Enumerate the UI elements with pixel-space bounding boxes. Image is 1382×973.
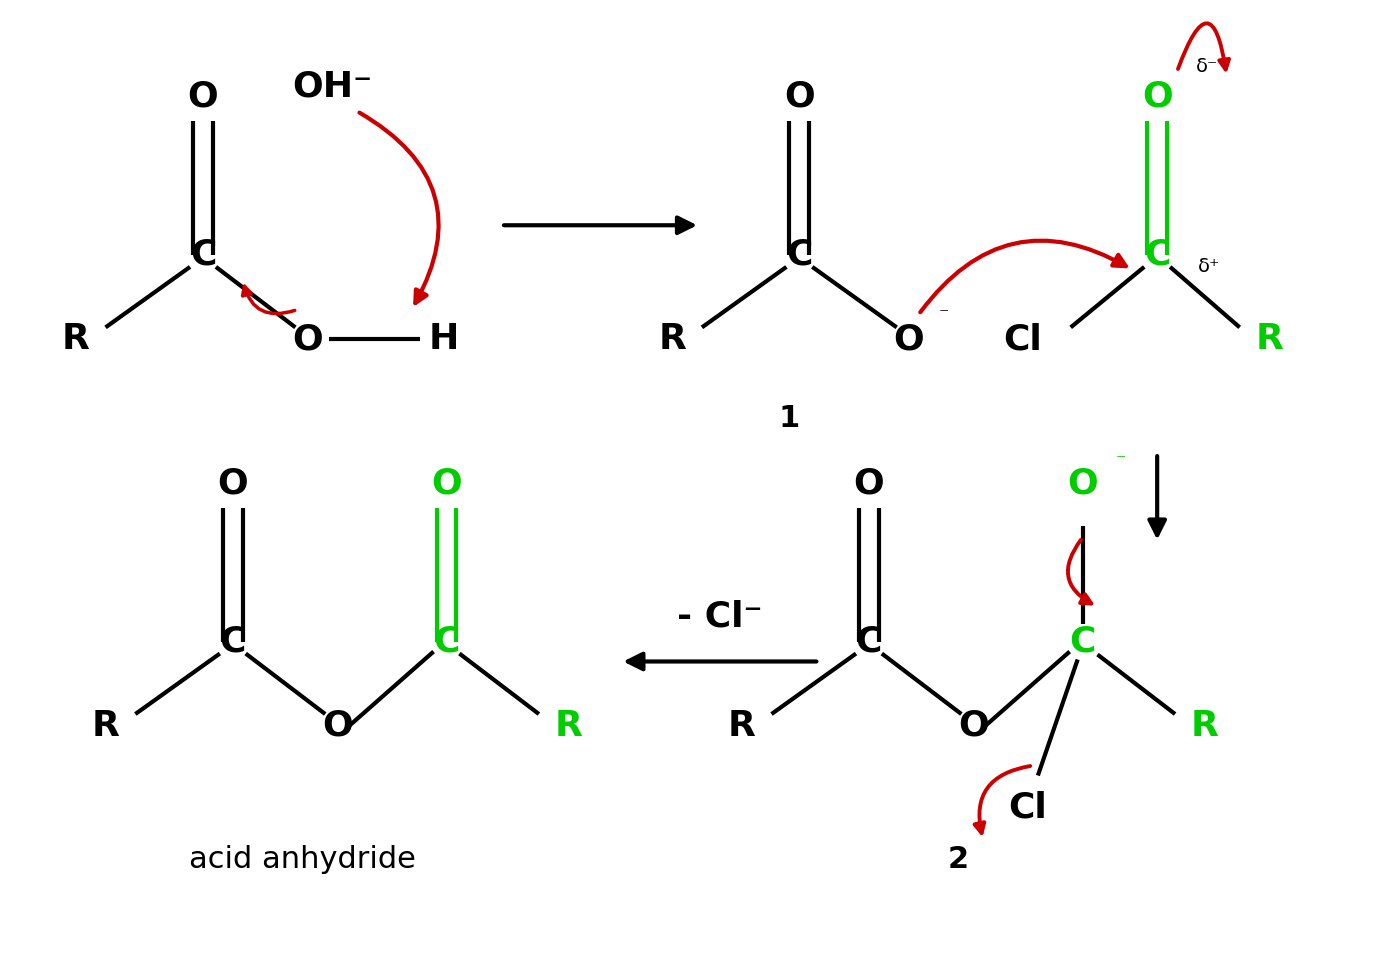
- Text: C: C: [786, 238, 813, 272]
- Text: C: C: [189, 238, 216, 272]
- Text: 1: 1: [779, 404, 800, 433]
- Text: O: O: [292, 322, 323, 356]
- Text: - Cl⁻: - Cl⁻: [677, 600, 763, 633]
- Text: OH⁻: OH⁻: [292, 69, 372, 103]
- Text: O: O: [784, 80, 815, 114]
- Text: C: C: [220, 625, 246, 659]
- Text: Cl: Cl: [1003, 322, 1042, 356]
- Text: δ⁺: δ⁺: [1198, 258, 1220, 276]
- Text: C: C: [1144, 238, 1171, 272]
- Text: O: O: [893, 322, 925, 356]
- Text: R: R: [554, 709, 583, 743]
- Text: C: C: [1070, 625, 1096, 659]
- Text: O: O: [1142, 80, 1172, 114]
- Text: acid anhydride: acid anhydride: [189, 846, 416, 875]
- Text: H: H: [428, 322, 459, 356]
- Text: δ⁻: δ⁻: [1195, 57, 1218, 76]
- Text: ⁻: ⁻: [938, 305, 948, 324]
- Text: Cl: Cl: [1009, 790, 1048, 824]
- Text: O: O: [217, 466, 249, 500]
- Text: R: R: [91, 709, 119, 743]
- Text: 2: 2: [948, 846, 969, 875]
- Text: R: R: [62, 322, 90, 356]
- Text: C: C: [855, 625, 882, 659]
- Text: O: O: [431, 466, 462, 500]
- Text: ⁻: ⁻: [1115, 450, 1125, 470]
- Text: O: O: [958, 709, 988, 743]
- Text: R: R: [728, 709, 756, 743]
- Text: O: O: [322, 709, 352, 743]
- Text: O: O: [1067, 466, 1099, 500]
- Text: R: R: [1256, 322, 1284, 356]
- Text: R: R: [658, 322, 685, 356]
- Text: O: O: [854, 466, 884, 500]
- Text: C: C: [434, 625, 460, 659]
- Text: R: R: [1191, 709, 1219, 743]
- Text: O: O: [188, 80, 218, 114]
